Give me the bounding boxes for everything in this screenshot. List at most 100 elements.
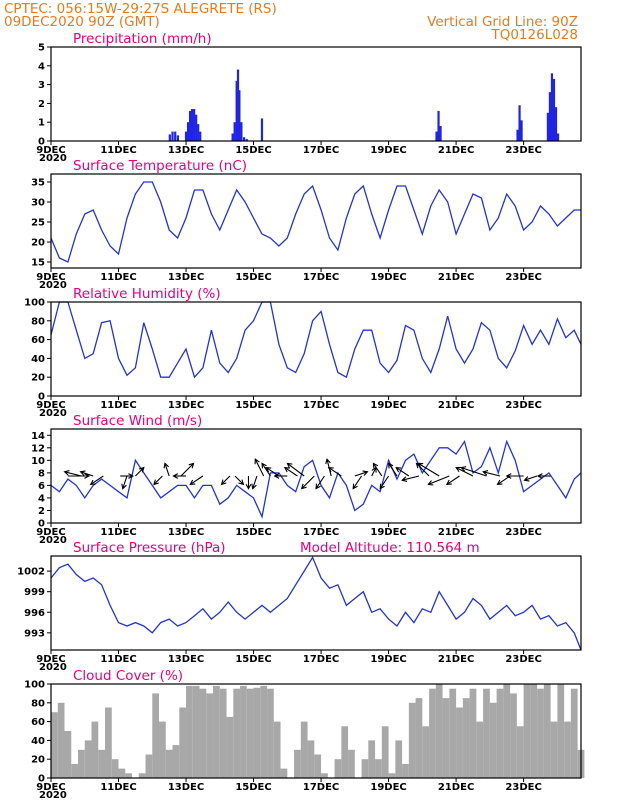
precipitation-ytick-label: 5 (38, 43, 45, 54)
precip-bar (260, 118, 264, 141)
precip-bar (191, 109, 194, 141)
wind-vector (80, 471, 94, 477)
cloud-bar (219, 688, 227, 778)
temperature-xtick-label: 15DEC (235, 272, 271, 283)
cloud-cover-xtick-label: 19DEC (370, 782, 406, 793)
precipitation-frame (50, 46, 582, 142)
cloud-bar (334, 759, 342, 778)
wind-xtick-label: 21DEC (438, 527, 474, 538)
cloud-bar (172, 745, 180, 778)
wind-xtick-label: 17DEC (303, 527, 339, 538)
precip-bar (238, 90, 241, 141)
wind-ytick-label: 12 (31, 443, 45, 454)
precip-bar (546, 112, 550, 141)
vertical-grid-header: Vertical Grid Line: 90Z (427, 14, 578, 30)
wind-vector-head (395, 466, 402, 473)
cloud-bar (429, 688, 436, 778)
temperature-title: Surface Temperature (nC) (73, 158, 247, 174)
humidity-frame (50, 301, 582, 397)
temperature-xtick-label: 9DEC (36, 272, 65, 283)
cloud-cover-ytick-label: 60 (31, 717, 45, 728)
wind-ytick-label: 8 (38, 468, 45, 479)
wind-vector (135, 467, 145, 477)
cloud-cover-xtick-label: 23DEC (505, 782, 541, 793)
temperature-xtick-label: 13DEC (168, 272, 204, 283)
wind-vector-head (372, 462, 379, 469)
cloud-bar (422, 726, 430, 778)
humidity-series-line (50, 301, 582, 379)
cloud-bar (456, 707, 463, 778)
precip-bar (171, 131, 174, 141)
temperature-ytick-label: 35 (31, 178, 45, 189)
cloud-bar (125, 773, 133, 778)
temperature-ytick-label: 30 (31, 198, 45, 209)
wind-vector-head (153, 479, 159, 486)
cloud-cover-ytick-label: 80 (31, 698, 45, 709)
wind-vector-head (505, 473, 512, 479)
pressure-xtick-label: 23DEC (505, 654, 541, 665)
wind-vector-head (172, 473, 179, 479)
cloud-bar (78, 749, 85, 778)
pressure-frame (50, 555, 582, 651)
wind-vector (388, 463, 398, 477)
precipitation-ytick-label: 4 (38, 61, 45, 72)
precip-bar (236, 69, 240, 141)
cloud-bar (537, 688, 544, 778)
cloud-cover-ytick-label: 20 (31, 755, 45, 766)
wind-ytick-label: 0 (38, 519, 45, 530)
humidity-ytick-label: 40 (31, 354, 45, 365)
temperature-xtick-label: 19DEC (370, 272, 406, 283)
run-date-header: 09DEC2020 90Z (GMT) (4, 14, 160, 30)
wind-frame (50, 428, 582, 524)
temperature-xtick-label: 21DEC (438, 272, 474, 283)
wind-vector-head (379, 483, 385, 490)
wind-vector-head (315, 483, 321, 490)
wind-series-line (50, 439, 582, 519)
humidity-year-stub: 2020 (39, 408, 67, 419)
pressure-panel: Surface Pressure (hPa) Model Altitude: 11… (17, 540, 582, 673)
cloud-cover-xtick-label: 15DEC (235, 782, 271, 793)
cloud-bar (138, 773, 146, 778)
wind-year-stub: 2020 (39, 535, 67, 546)
wind-vector-head (283, 466, 290, 473)
humidity-ytick-label: 0 (38, 392, 45, 403)
cloud-bar (233, 688, 241, 778)
pressure-title: Surface Pressure (hPa) (73, 540, 226, 556)
wind-ytick-label: 14 (31, 431, 45, 442)
cloud-bar (192, 685, 200, 778)
humidity-xtick-label: 19DEC (370, 400, 406, 411)
temperature-xtick-label: 17DEC (303, 272, 339, 283)
pressure-ytick-label: 999 (24, 587, 45, 598)
precip-bar (231, 133, 234, 141)
precipitation-xtick-label: 15DEC (235, 145, 271, 156)
cloud-cover-ytick-label: 0 (38, 774, 45, 785)
wind-vector-head (189, 479, 196, 486)
pressure-xtick-label: 21DEC (438, 654, 474, 665)
precip-bar (233, 122, 236, 141)
precip-bar (520, 120, 523, 141)
cloud-bar (496, 688, 504, 778)
wind-vector-head (327, 466, 334, 473)
cloud-bar (570, 688, 578, 778)
precip-bar (556, 133, 560, 141)
cloud-cover-ytick-label: 40 (31, 736, 45, 747)
precip-bar (245, 139, 248, 141)
wind-vector-head (63, 470, 70, 476)
cloud-bar (186, 685, 193, 778)
cloud-bar (408, 702, 416, 778)
wind-vector (261, 463, 271, 477)
humidity-xtick-label: 11DEC (100, 400, 136, 411)
cloud-bar (449, 688, 457, 778)
wind-vector (372, 463, 383, 477)
cloud-bar (462, 698, 470, 778)
wind-vector (395, 467, 410, 477)
precipitation-xtick-label: 17DEC (303, 145, 339, 156)
cloud-bar (469, 688, 477, 778)
precip-bar (240, 122, 243, 141)
precip-bar (195, 114, 198, 141)
wind-ytick-label: 6 (38, 481, 45, 492)
precip-bar (552, 78, 556, 141)
precip-bar (193, 109, 196, 141)
cloud-bar (361, 759, 369, 778)
cloud-bar (273, 721, 281, 778)
